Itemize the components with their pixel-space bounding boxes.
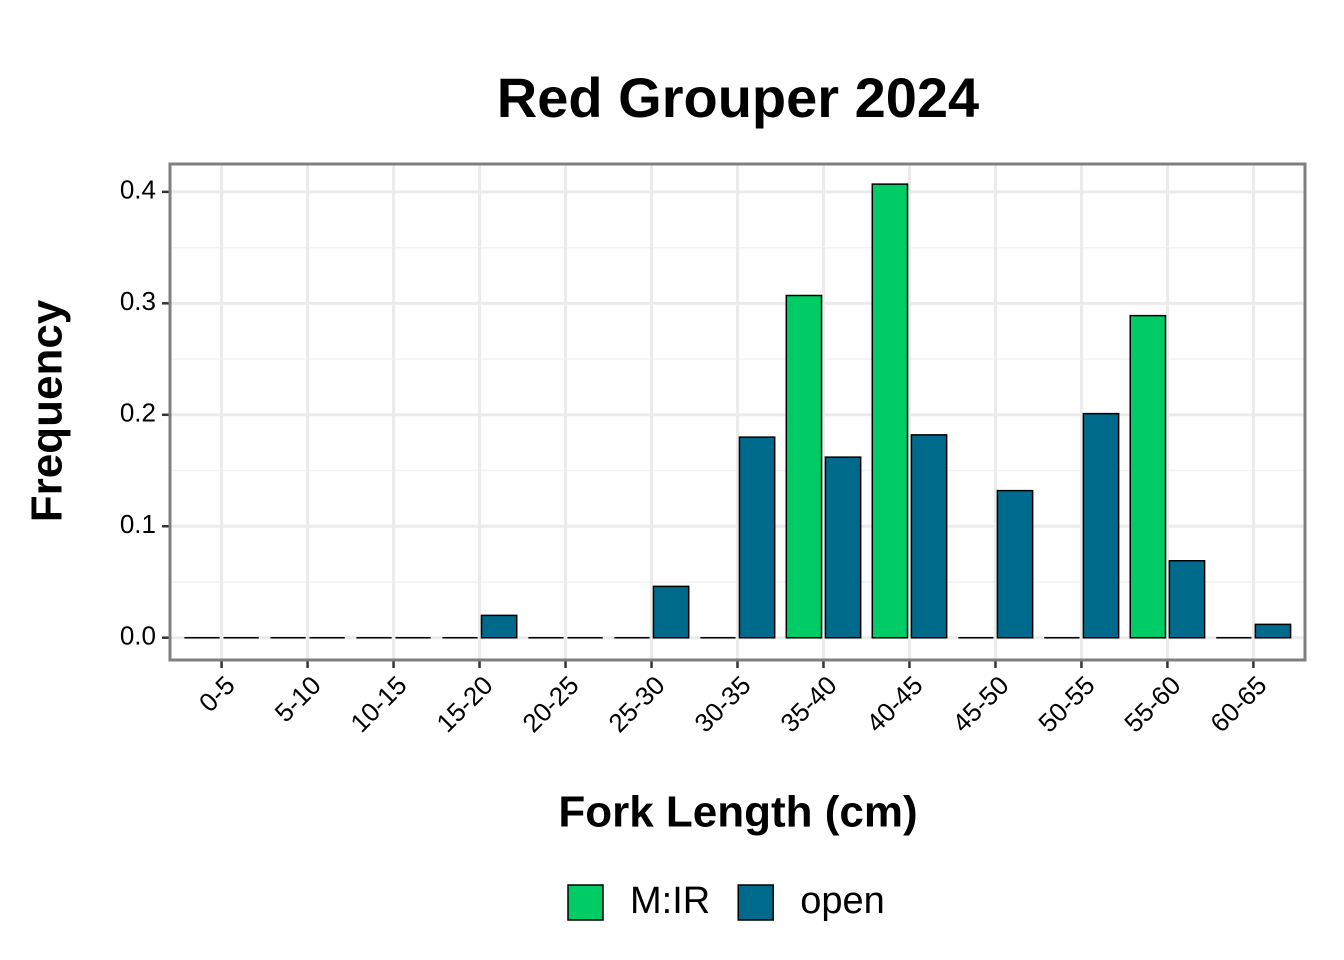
legend-swatch [737,884,774,921]
y-tick-label: 0.0 [120,621,156,651]
y-tick-label: 0.3 [120,286,156,316]
bar [738,436,776,639]
x-axis-title: Fork Length (cm) [558,788,917,837]
bar [480,614,518,639]
legend-swatch [567,884,604,921]
bar [785,294,823,639]
legend-label: open [800,880,885,922]
bar [1082,412,1120,639]
chart-title: Red Grouper 2024 [497,66,979,129]
y-tick-label: 0.2 [120,398,156,428]
bar [652,585,690,639]
panel-border [168,162,1307,662]
bars [184,183,1292,639]
bar [910,434,948,639]
grid [170,164,1305,660]
legend: M:IR open [567,880,885,922]
legend-label: M:IR [630,880,710,922]
y-tick-label: 0.1 [120,509,156,539]
y-tick-label: 0.4 [120,175,156,205]
y-axis-title: Frequency [23,299,72,522]
bar [824,456,862,639]
bar [1168,560,1206,639]
bar [1129,314,1167,639]
bar [871,183,909,639]
bar [996,489,1034,639]
bar [1254,623,1292,639]
